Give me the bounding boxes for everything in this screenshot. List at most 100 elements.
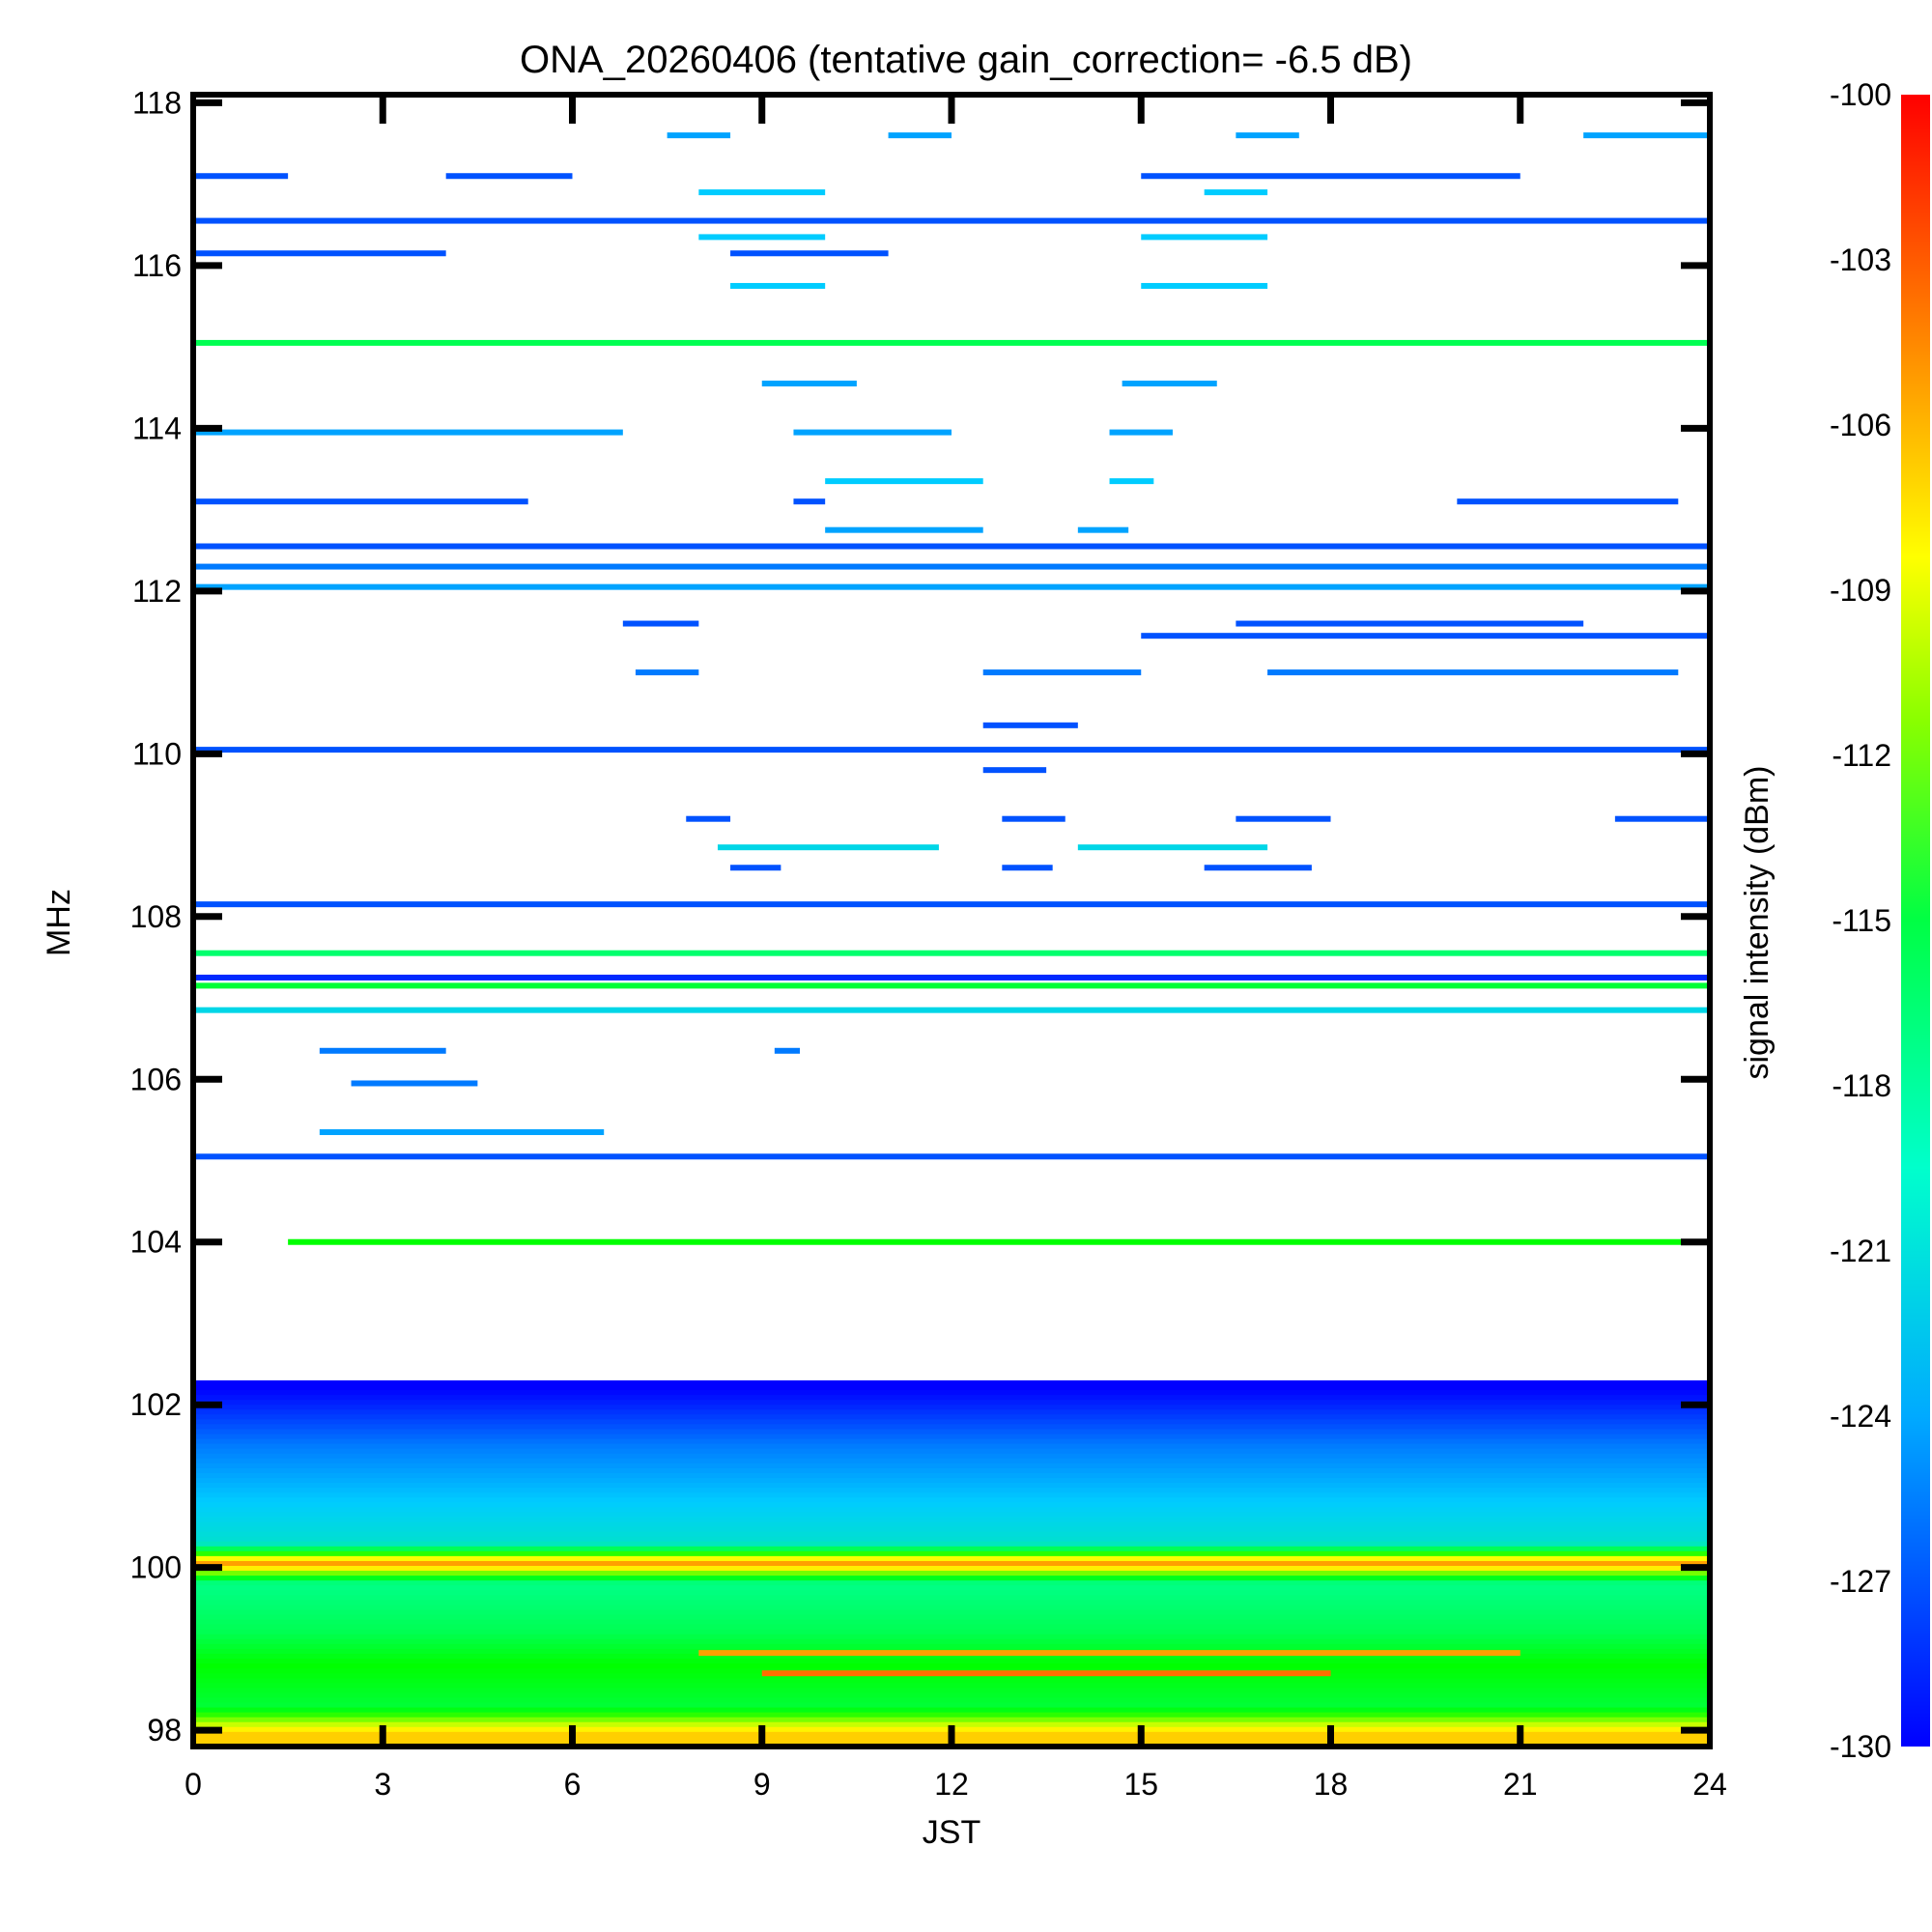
dense-region-stripe bbox=[193, 1585, 1710, 1591]
dense-region-stripe bbox=[193, 1638, 1710, 1645]
y-tick-label: 106 bbox=[130, 1062, 182, 1096]
band-segment bbox=[193, 901, 1710, 908]
band-segment bbox=[1236, 132, 1299, 139]
band-segment bbox=[1002, 815, 1065, 822]
dense-region-stripe bbox=[193, 1712, 1710, 1719]
dense-region-stripe bbox=[193, 1634, 1710, 1640]
band-segment bbox=[193, 339, 1710, 346]
band-segment bbox=[193, 747, 1710, 753]
x-axis-ticks: 0 3 6 9 12 15 18 21 24 bbox=[185, 95, 1727, 1802]
dense-region-stripe bbox=[193, 1688, 1710, 1694]
y-tick-label: 118 bbox=[132, 85, 182, 120]
band-segment bbox=[774, 1047, 800, 1054]
dense-region-stripe bbox=[193, 1541, 1710, 1548]
dense-region-stripe bbox=[193, 1472, 1710, 1479]
dense-region-stripe bbox=[193, 1419, 1710, 1426]
band-segment bbox=[1109, 429, 1173, 436]
dense-region-stripe bbox=[193, 1614, 1710, 1621]
band-segment bbox=[1002, 865, 1053, 871]
band-segment bbox=[288, 1238, 1710, 1245]
y-tick-label: 98 bbox=[147, 1713, 182, 1747]
dense-region-stripe bbox=[193, 1429, 1710, 1435]
x-tick-label: 9 bbox=[753, 1767, 771, 1802]
dense-region-stripe bbox=[193, 1497, 1710, 1503]
colorbar-tick-label: -115 bbox=[1832, 903, 1891, 938]
x-tick-label: 3 bbox=[374, 1767, 391, 1802]
band-segment bbox=[825, 478, 983, 485]
colorbar-tick-label: -124 bbox=[1830, 1399, 1891, 1434]
band-segment bbox=[1122, 381, 1217, 387]
y-tick-label: 114 bbox=[132, 411, 182, 445]
x-tick-label: 18 bbox=[1314, 1767, 1349, 1802]
dense-region-stripe bbox=[193, 1576, 1710, 1581]
dense-region-stripe bbox=[193, 1400, 1710, 1406]
band-segment bbox=[982, 767, 1047, 774]
dense-region-stripe bbox=[193, 1521, 1710, 1528]
band-segment bbox=[1141, 282, 1268, 289]
dense-region-stripe bbox=[193, 1483, 1710, 1489]
band-segment bbox=[193, 498, 528, 505]
band-segment bbox=[730, 250, 889, 257]
colorbar-tick-label: -121 bbox=[1830, 1234, 1891, 1268]
colorbar-label: signal intensity (dBm) bbox=[1739, 765, 1776, 1079]
dense-region-stripe bbox=[193, 1580, 1710, 1586]
band-segment bbox=[1077, 844, 1268, 851]
band-segment bbox=[698, 234, 826, 241]
dense-region-stripe bbox=[193, 1721, 1710, 1728]
band-segment bbox=[1236, 815, 1331, 822]
band-segment bbox=[686, 815, 731, 822]
dense-region-stripe bbox=[193, 1478, 1710, 1484]
dense-region-stripe bbox=[193, 1590, 1710, 1596]
dense-region-stripe bbox=[193, 1550, 1710, 1557]
colorbar-tick-label: -118 bbox=[1832, 1068, 1891, 1103]
dense-region-stripe bbox=[193, 1697, 1710, 1704]
band-segment bbox=[698, 1650, 1520, 1657]
plot-area bbox=[193, 132, 1710, 1747]
dense-region-stripe bbox=[193, 1526, 1710, 1533]
dense-region-stripe bbox=[193, 1659, 1710, 1664]
dense-region-stripe bbox=[193, 1692, 1710, 1699]
band-segment bbox=[1583, 132, 1710, 139]
band-segment bbox=[793, 429, 952, 436]
band-segment bbox=[667, 132, 731, 139]
dense-region-stripe bbox=[193, 1683, 1710, 1689]
dense-region-stripe bbox=[193, 1517, 1710, 1523]
y-tick-label: 110 bbox=[132, 736, 182, 771]
band-segment bbox=[351, 1080, 478, 1087]
dense-region-stripe bbox=[193, 1555, 1710, 1562]
colorbar-tick-label: -109 bbox=[1830, 573, 1891, 608]
band-segment bbox=[1204, 189, 1268, 196]
dense-region-stripe bbox=[193, 1405, 1710, 1410]
band-segment bbox=[1267, 669, 1679, 676]
y-tick-label: 108 bbox=[130, 899, 182, 934]
band-segment bbox=[445, 173, 573, 180]
band-segment bbox=[1204, 865, 1312, 871]
dense-region-stripe bbox=[193, 1717, 1710, 1723]
band-segment bbox=[319, 1047, 446, 1054]
dense-region-stripe bbox=[193, 1619, 1710, 1626]
dense-region-stripe bbox=[193, 1600, 1710, 1606]
band-segment bbox=[825, 526, 983, 533]
dense-region-stripe bbox=[193, 1390, 1710, 1396]
x-tick-label: 12 bbox=[934, 1767, 969, 1802]
y-axis-ticks: 98 100 102 104 106 108 110 112 114 116 118 bbox=[130, 85, 1710, 1747]
band-segment bbox=[319, 1129, 605, 1136]
dense-region-stripe bbox=[193, 1438, 1710, 1445]
band-segment bbox=[193, 217, 1710, 224]
band-segment bbox=[1077, 526, 1129, 533]
dense-region-stripe bbox=[193, 1707, 1710, 1714]
dense-region-stripe bbox=[193, 1409, 1710, 1415]
y-tick-label: 102 bbox=[130, 1387, 182, 1422]
colorbar-tick-label: -100 bbox=[1830, 77, 1891, 112]
dense-region-stripe bbox=[193, 1605, 1710, 1611]
colorbar-tick-label: -112 bbox=[1832, 738, 1891, 773]
dense-region-stripe bbox=[193, 1507, 1710, 1513]
band-segment bbox=[193, 974, 1710, 980]
x-tick-label: 24 bbox=[1692, 1767, 1727, 1802]
band-segment bbox=[193, 950, 1710, 956]
band-segment bbox=[193, 1007, 1710, 1013]
band-segment bbox=[1457, 498, 1679, 505]
colorbar-tick-label: -130 bbox=[1830, 1729, 1891, 1764]
band-segment bbox=[888, 132, 952, 139]
